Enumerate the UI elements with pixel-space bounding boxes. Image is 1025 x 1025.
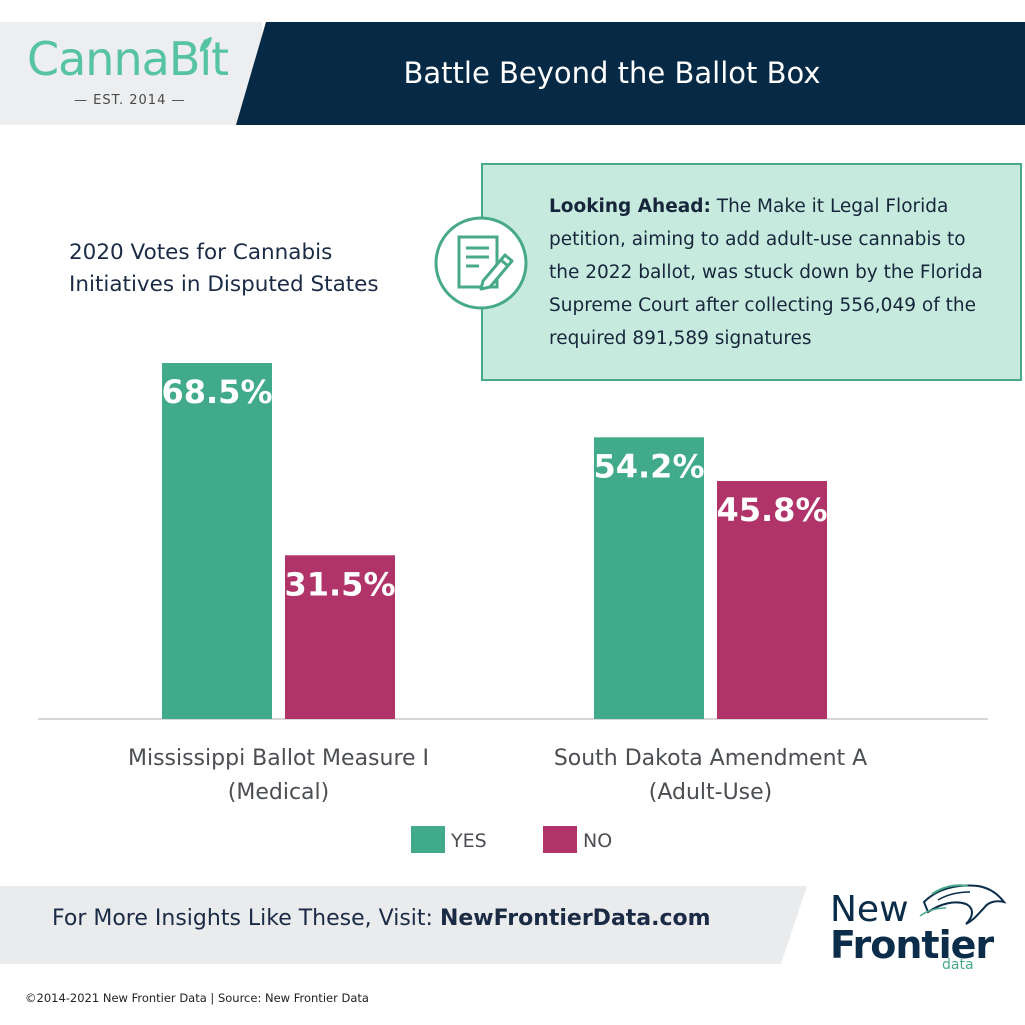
data-label-yes-0: 68.5% [161,373,272,411]
nf-logo-frontier: Frontier [830,923,994,967]
callout-lead: Looking Ahead: [549,196,711,217]
horse-logo-icon [919,884,1007,925]
footer-cta-prefix: For More Insights Like These, Visit: [52,906,433,931]
category-label-0-line-0: Mississippi Ballot Measure I [128,746,429,771]
document-pen-icon [434,216,528,310]
footer-cta: For More Insights Like These, Visit: New… [52,906,711,931]
page-title: Battle Beyond the Ballot Box [403,56,821,90]
legend-swatch-yes [411,826,445,853]
logo-brand-part2: Bit [168,32,229,86]
leaf-icon [200,37,212,52]
nf-logo-data: data [942,957,974,973]
bar-yes-0 [162,363,272,719]
bar-yes-1 [594,437,704,719]
data-label-yes-1: 54.2% [593,447,704,485]
callout-body: The Make it Legal Florida petition, aimi… [549,196,983,349]
footer-cta-link[interactable]: NewFrontierData.com [439,906,711,931]
data-label-no-0: 31.5% [284,565,395,603]
category-label-1-line-1: (Adult-Use) [649,780,773,805]
header-band [236,22,1025,125]
legend-swatch-no [543,826,577,853]
footer-bar [0,886,807,964]
category-label-0-line-1: (Medical) [228,780,329,805]
logo-brand-part1: Canna [27,32,170,86]
data-label-no-1: 45.8% [716,491,827,529]
looking-ahead-callout [481,163,1022,381]
header-logo-panel [0,22,262,125]
chart-title: 2020 Votes for Cannabis Initiatives in D… [69,240,379,297]
cannabit-logo: CannaBit [27,36,229,82]
legend-label-no: NO [583,830,612,852]
nf-logo-new: New [830,889,909,930]
category-label-1-line-0: South Dakota Amendment A [554,746,867,771]
bar-no-0 [285,555,395,719]
callout-text: Looking Ahead: The Make it Legal Florida… [549,190,989,355]
bar-no-1 [717,480,827,719]
logo-tagline: — EST. 2014 — [74,93,186,108]
copyright-text: ©2014-2021 New Frontier Data | Source: N… [25,991,369,1005]
legend-label-yes: YES [450,830,487,852]
